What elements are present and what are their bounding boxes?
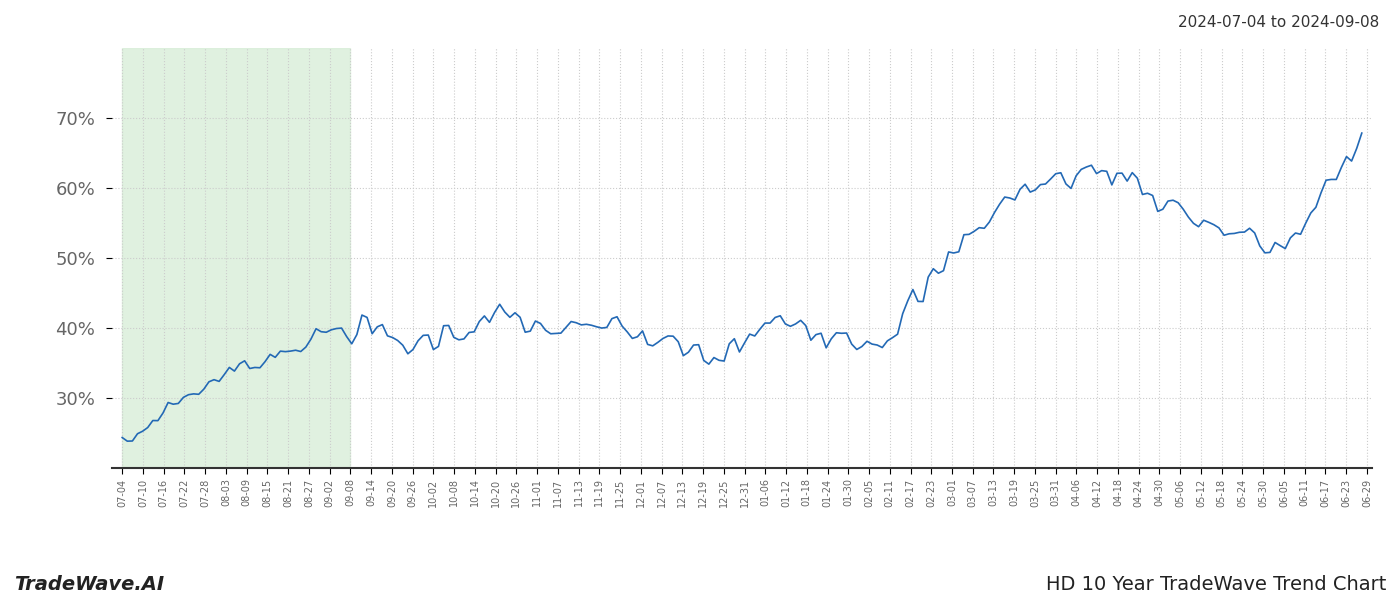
Text: TradeWave.AI: TradeWave.AI (14, 575, 164, 594)
Text: HD 10 Year TradeWave Trend Chart: HD 10 Year TradeWave Trend Chart (1046, 575, 1386, 594)
Text: 2024-07-04 to 2024-09-08: 2024-07-04 to 2024-09-08 (1177, 15, 1379, 30)
Bar (122, 48, 350, 468)
